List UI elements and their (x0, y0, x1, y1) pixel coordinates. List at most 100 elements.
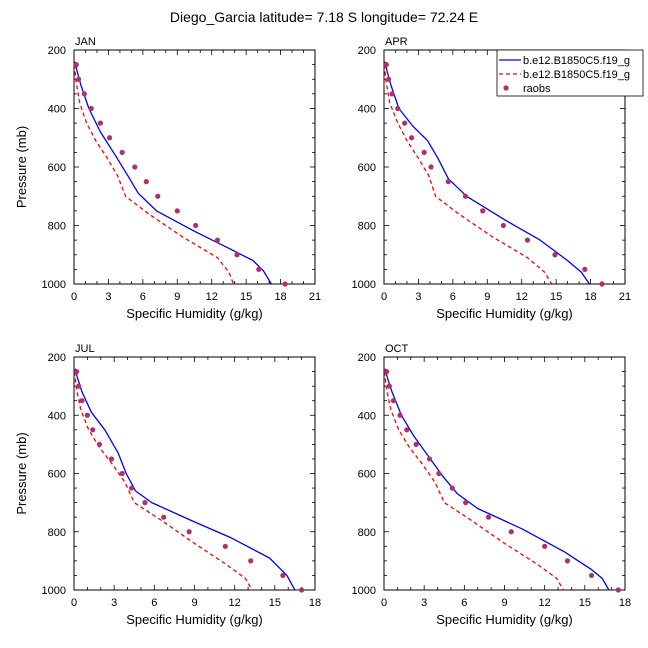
x-tick-label: 6 (450, 291, 456, 303)
x-tick-label: 3 (421, 597, 427, 609)
raobs-point (564, 558, 571, 564)
series-group (384, 368, 621, 593)
raobs-point (390, 398, 396, 404)
raobs-point (404, 427, 410, 433)
legend-label: raobs (523, 83, 551, 95)
y-tick-label: 600 (48, 162, 66, 174)
x-tick-label: 15 (550, 291, 562, 303)
raobs-point (408, 135, 415, 141)
y-tick-label: 800 (48, 527, 66, 539)
raobs-point (462, 193, 469, 199)
y-tick-label: 1000 (42, 279, 66, 291)
series-group (383, 61, 605, 287)
model-line-solid (384, 61, 590, 285)
x-tick-label: 3 (415, 291, 421, 303)
raobs-point (234, 252, 240, 258)
raobs-point (599, 281, 605, 287)
raobs-point (193, 222, 199, 229)
x-tick-label: 6 (461, 597, 467, 609)
y-tick-label: 400 (48, 410, 66, 422)
raobs-point (97, 120, 103, 126)
panels: JAN 0 3 6 9 12 15 18 21 200 400 600 800 1000 Specific … (14, 36, 644, 627)
raobs-point (395, 105, 401, 112)
y-tick-label: 200 (358, 352, 376, 364)
raobs-point (485, 514, 492, 520)
raobs-point (174, 208, 180, 214)
raobs-point (142, 500, 148, 506)
raobs-point (615, 587, 621, 593)
x-tick-label: 12 (539, 597, 551, 609)
series-group (74, 368, 305, 593)
model-line-solid (384, 368, 610, 591)
y-tick-label: 1000 (42, 585, 66, 597)
raobs-point (214, 237, 221, 243)
x-axis-label: Specific Humidity (g/kg) (126, 306, 263, 321)
x-tick-label: 15 (579, 597, 591, 609)
x-tick-label: 12 (229, 597, 241, 609)
raobs-point (128, 485, 135, 491)
plot-frame (73, 49, 316, 285)
plot-frame (383, 356, 626, 591)
raobs-point (79, 398, 85, 404)
raobs-point (88, 105, 94, 112)
raobs-point (75, 76, 82, 82)
x-tick-label: 18 (619, 597, 631, 609)
raobs-point (119, 149, 125, 155)
chart-panel-jul: JUL 0 3 6 9 12 15 18 200 400 600 800 1000 Specific Hu… (14, 343, 321, 627)
raobs-point (132, 164, 138, 170)
raobs-point (106, 135, 113, 141)
legend-marker (503, 85, 509, 91)
y-tick-label: 200 (48, 45, 66, 57)
legend: b.e12.B1850C5.f19_g b.e12.B1850C5.f19_gra… (496, 49, 644, 97)
panel-label: APR (385, 36, 408, 48)
x-axis-label: Specific Humidity (g/kg) (126, 612, 263, 627)
raobs-point (74, 368, 80, 375)
raobs-point (463, 500, 469, 506)
raobs-point (426, 456, 433, 462)
x-tick-label: 21 (619, 291, 631, 303)
raobs-point (582, 266, 588, 272)
raobs-point (397, 412, 403, 418)
figure-title: Diego_Garcia latitude= 7.18 S longitude=… (170, 9, 478, 25)
y-tick-label: 800 (358, 527, 376, 539)
panel-label: JAN (75, 36, 96, 48)
x-tick-label: 12 (516, 291, 528, 303)
raobs-point (383, 62, 389, 68)
x-tick-label: 6 (151, 597, 157, 609)
x-tick-label: 12 (206, 291, 218, 303)
raobs-point (96, 441, 103, 447)
y-tick-label: 1000 (352, 279, 376, 291)
raobs-point (402, 120, 408, 126)
raobs-point (76, 383, 82, 389)
model-line-dashed (383, 64, 553, 285)
x-tick-label: 9 (174, 291, 180, 303)
y-tick-label: 1000 (352, 585, 376, 597)
y-tick-label: 600 (48, 469, 66, 481)
raobs-point (299, 587, 305, 593)
chart-panel-jan: JAN 0 3 6 9 12 15 18 21 200 400 600 800 1000 Specific … (14, 36, 321, 321)
x-tick-label: 3 (111, 597, 117, 609)
model-line-dashed (384, 371, 564, 591)
legend-label: b.e12.B1850C5.f19_g (523, 69, 630, 81)
raobs-point (421, 149, 427, 155)
raobs-point (222, 543, 228, 549)
y-tick-label: 800 (358, 221, 376, 233)
x-tick-label: 9 (501, 597, 507, 609)
y-tick-label: 200 (48, 352, 66, 364)
model-line-solid (74, 61, 272, 285)
raobs-point (449, 485, 455, 491)
raobs-point (248, 558, 254, 564)
raobs-point (161, 514, 167, 520)
y-tick-label: 400 (358, 410, 376, 422)
x-tick-label: 0 (71, 291, 77, 303)
y-tick-label: 600 (358, 162, 376, 174)
x-tick-label: 15 (240, 291, 252, 303)
raobs-point (436, 470, 442, 477)
raobs-point (385, 76, 392, 82)
raobs-point (542, 543, 548, 549)
raobs-point (108, 456, 115, 462)
raobs-point (500, 222, 506, 229)
x-tick-label: 18 (274, 291, 286, 303)
x-tick-label: 18 (584, 291, 596, 303)
